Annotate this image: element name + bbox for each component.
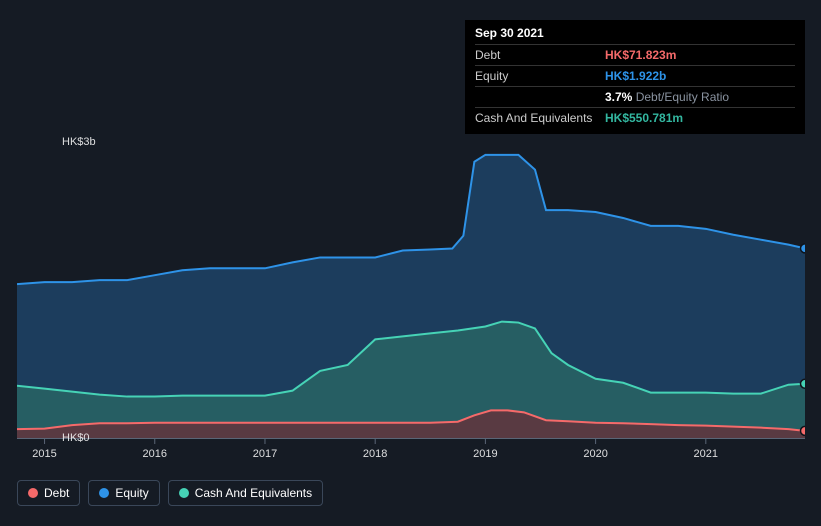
tooltip-row-label: Debt <box>475 48 605 62</box>
end-dot-equity <box>801 244 806 253</box>
tooltip-row-value: HK$1.922b <box>605 69 666 83</box>
end-dot-cash <box>801 379 806 388</box>
x-tick-label: 2021 <box>694 448 718 460</box>
tooltip-row: DebtHK$71.823m <box>475 44 795 65</box>
tooltip-row: EquityHK$1.922b <box>475 65 795 86</box>
legend: Debt Equity Cash And Equivalents <box>17 480 323 506</box>
tooltip-row-label <box>475 90 605 104</box>
x-tick-label: 2017 <box>253 448 277 460</box>
tooltip-row-value: 3.7% Debt/Equity Ratio <box>605 90 729 104</box>
x-tick-label: 2019 <box>473 448 497 460</box>
tooltip-row-value: HK$71.823m <box>605 48 676 62</box>
tooltip-row-value: HK$550.781m <box>605 111 683 125</box>
x-tick-label: 2015 <box>32 448 56 460</box>
legend-label: Debt <box>44 486 69 500</box>
legend-swatch <box>179 488 189 498</box>
legend-swatch <box>28 488 38 498</box>
tooltip-row-label: Cash And Equivalents <box>475 111 605 125</box>
x-tick-label: 2018 <box>363 448 387 460</box>
legend-label: Cash And Equivalents <box>195 486 312 500</box>
legend-swatch <box>99 488 109 498</box>
end-dot-debt <box>801 426 806 435</box>
legend-item-equity[interactable]: Equity <box>88 480 159 506</box>
x-tick-label: 2020 <box>583 448 607 460</box>
tooltip-row: Cash And EquivalentsHK$550.781m <box>475 107 795 128</box>
chart-plot[interactable] <box>17 142 805 450</box>
tooltip-row-label: Equity <box>475 69 605 83</box>
legend-item-debt[interactable]: Debt <box>17 480 80 506</box>
x-tick-label: 2016 <box>143 448 167 460</box>
tooltip: Sep 30 2021DebtHK$71.823mEquityHK$1.922b… <box>465 20 805 134</box>
legend-label: Equity <box>115 486 148 500</box>
tooltip-title: Sep 30 2021 <box>475 26 795 44</box>
legend-item-cash-and-equivalents[interactable]: Cash And Equivalents <box>168 480 323 506</box>
tooltip-row: 3.7% Debt/Equity Ratio <box>475 86 795 107</box>
